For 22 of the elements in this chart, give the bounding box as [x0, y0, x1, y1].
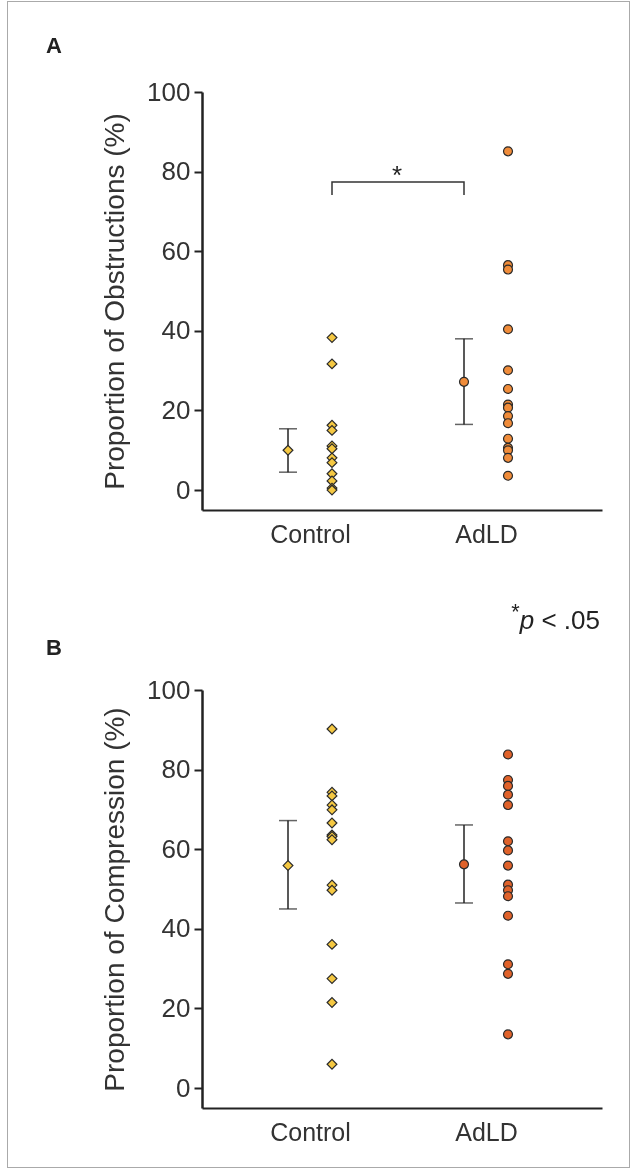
- x-tick-label: AdLD: [455, 1117, 518, 1146]
- y-tick-label: 80: [161, 156, 191, 187]
- y-tick-label: 100: [147, 674, 191, 705]
- y-tick-label: 60: [161, 833, 191, 864]
- y-tick-label: 80: [161, 754, 191, 785]
- y-axis-title: Proportion of Obstructions (%): [99, 113, 131, 490]
- y-tick-label: 20: [161, 992, 191, 1023]
- y-tick-label: 40: [161, 913, 191, 944]
- x-tick-label: Control: [270, 519, 351, 548]
- y-tick-label: 20: [161, 394, 191, 425]
- y-tick-label: 0: [176, 1072, 191, 1103]
- text: $^{*}$p < .05: [511, 598, 600, 635]
- y-axis-title: Proportion of Compression (%): [99, 707, 131, 1092]
- chart-title: B: [46, 635, 62, 660]
- y-tick-label: 0: [176, 474, 191, 505]
- x-tick-label: AdLD: [455, 519, 518, 548]
- annotation: *: [392, 160, 403, 190]
- y-tick-label: 40: [161, 315, 191, 346]
- y-tick-label: 60: [161, 235, 191, 266]
- x-tick-label: Control: [270, 1117, 351, 1146]
- y-tick-label: 100: [147, 76, 191, 107]
- chart-title: A: [46, 33, 62, 58]
